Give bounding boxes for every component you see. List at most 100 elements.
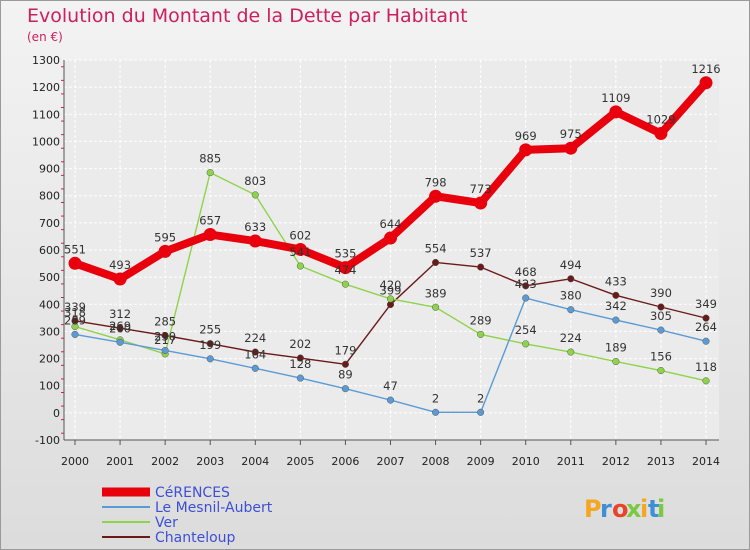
data-label: 230 <box>154 329 176 343</box>
data-point <box>522 340 530 348</box>
data-label: 468 <box>515 265 537 279</box>
data-label: 289 <box>64 313 86 327</box>
data-label: 1029 <box>646 113 675 127</box>
data-point <box>116 338 124 346</box>
data-point <box>657 326 665 334</box>
x-tick-label: 2000 <box>61 455 89 468</box>
x-tick-label: 2011 <box>557 455 585 468</box>
data-label: 773 <box>470 182 492 196</box>
data-point <box>206 340 214 348</box>
data-point <box>567 275 575 283</box>
y-tick-label: 0 <box>53 407 60 420</box>
data-label: 433 <box>605 274 627 288</box>
y-tick-label: 100 <box>39 380 60 393</box>
data-point <box>116 324 124 332</box>
data-point <box>654 127 668 141</box>
data-label: 2 <box>432 391 439 405</box>
data-label: 202 <box>289 337 311 351</box>
y-tick-label: 700 <box>39 217 60 230</box>
y-tick-label: 900 <box>39 163 60 176</box>
x-tick-label: 2004 <box>241 455 269 468</box>
data-point <box>657 366 665 375</box>
data-point <box>341 360 349 368</box>
data-label: 535 <box>334 247 356 261</box>
data-label: 420 <box>380 278 402 292</box>
data-point <box>296 354 304 362</box>
data-point <box>161 346 169 354</box>
data-point <box>432 303 440 311</box>
x-tick-label: 2001 <box>106 455 134 468</box>
x-tick-label: 2008 <box>422 455 450 468</box>
data-point <box>338 261 352 275</box>
data-label: 89 <box>338 368 353 382</box>
data-label: 633 <box>244 220 266 234</box>
x-tick-label: 2007 <box>377 455 405 468</box>
data-label: 602 <box>289 228 311 242</box>
y-tick-label: 300 <box>39 325 60 338</box>
data-point <box>699 76 713 90</box>
legend-label: Chanteloup <box>155 530 236 546</box>
data-point <box>71 322 79 331</box>
logo-letter: x <box>626 495 642 523</box>
x-tick-label: 2002 <box>151 455 179 468</box>
data-point <box>477 330 485 338</box>
x-tick-label: 2009 <box>467 455 495 468</box>
data-labels: 551 493 595 657 633 602 535 644 798 773 969 975 1109… <box>64 62 721 406</box>
series-group <box>68 76 713 416</box>
data-label: 339 <box>64 300 86 314</box>
y-tick-label: -100 <box>35 434 60 447</box>
data-label: 423 <box>515 277 537 291</box>
data-point <box>113 272 127 286</box>
data-label: 969 <box>515 129 537 143</box>
data-point <box>612 316 620 324</box>
data-label: 554 <box>425 241 447 255</box>
data-label: 975 <box>560 127 582 141</box>
x-tick-label: 2012 <box>602 455 630 468</box>
data-label: 885 <box>199 152 221 166</box>
proxiti-logo: Pr oxi ti <box>584 495 665 523</box>
data-label: 217 <box>154 333 176 347</box>
legend-label: CéRENCES <box>155 485 230 501</box>
data-point <box>341 385 349 393</box>
x-tick-label: 2005 <box>286 455 314 468</box>
data-label: 551 <box>64 242 86 256</box>
data-point <box>296 374 304 382</box>
data-point <box>474 196 488 210</box>
data-label: 224 <box>560 331 582 345</box>
axes: -100 0 100 200 300 400 500 600 700 800 900 1000 1100… <box>32 54 720 468</box>
y-tick-label: 1200 <box>32 81 60 94</box>
data-label: 156 <box>650 350 672 364</box>
data-point <box>477 408 485 416</box>
data-point <box>296 262 304 270</box>
logo-letter: i <box>657 495 665 523</box>
data-label: 349 <box>695 297 717 311</box>
logo-letter: r <box>600 495 612 523</box>
data-point <box>248 234 262 248</box>
data-point <box>386 295 395 303</box>
data-label: 305 <box>650 309 672 323</box>
data-label: 285 <box>154 315 176 329</box>
data-label: 289 <box>470 313 492 327</box>
data-label: 260 <box>109 321 131 335</box>
logo-letter: t <box>648 495 659 523</box>
data-point <box>702 314 710 322</box>
data-point <box>609 105 623 119</box>
data-point <box>206 355 214 363</box>
data-point <box>477 263 485 271</box>
data-label: 2 <box>477 391 484 405</box>
data-label: 164 <box>244 347 266 361</box>
data-point <box>71 330 79 338</box>
data-label: 399 <box>380 284 402 298</box>
data-point <box>206 169 214 177</box>
data-point <box>203 228 217 242</box>
data-point <box>657 303 665 311</box>
data-point <box>158 244 172 258</box>
data-point <box>293 242 307 256</box>
data-point <box>702 337 710 345</box>
y-tick-label: 200 <box>39 353 60 366</box>
data-label: 798 <box>425 175 447 189</box>
data-label: 541 <box>289 245 311 259</box>
data-point <box>567 348 575 356</box>
